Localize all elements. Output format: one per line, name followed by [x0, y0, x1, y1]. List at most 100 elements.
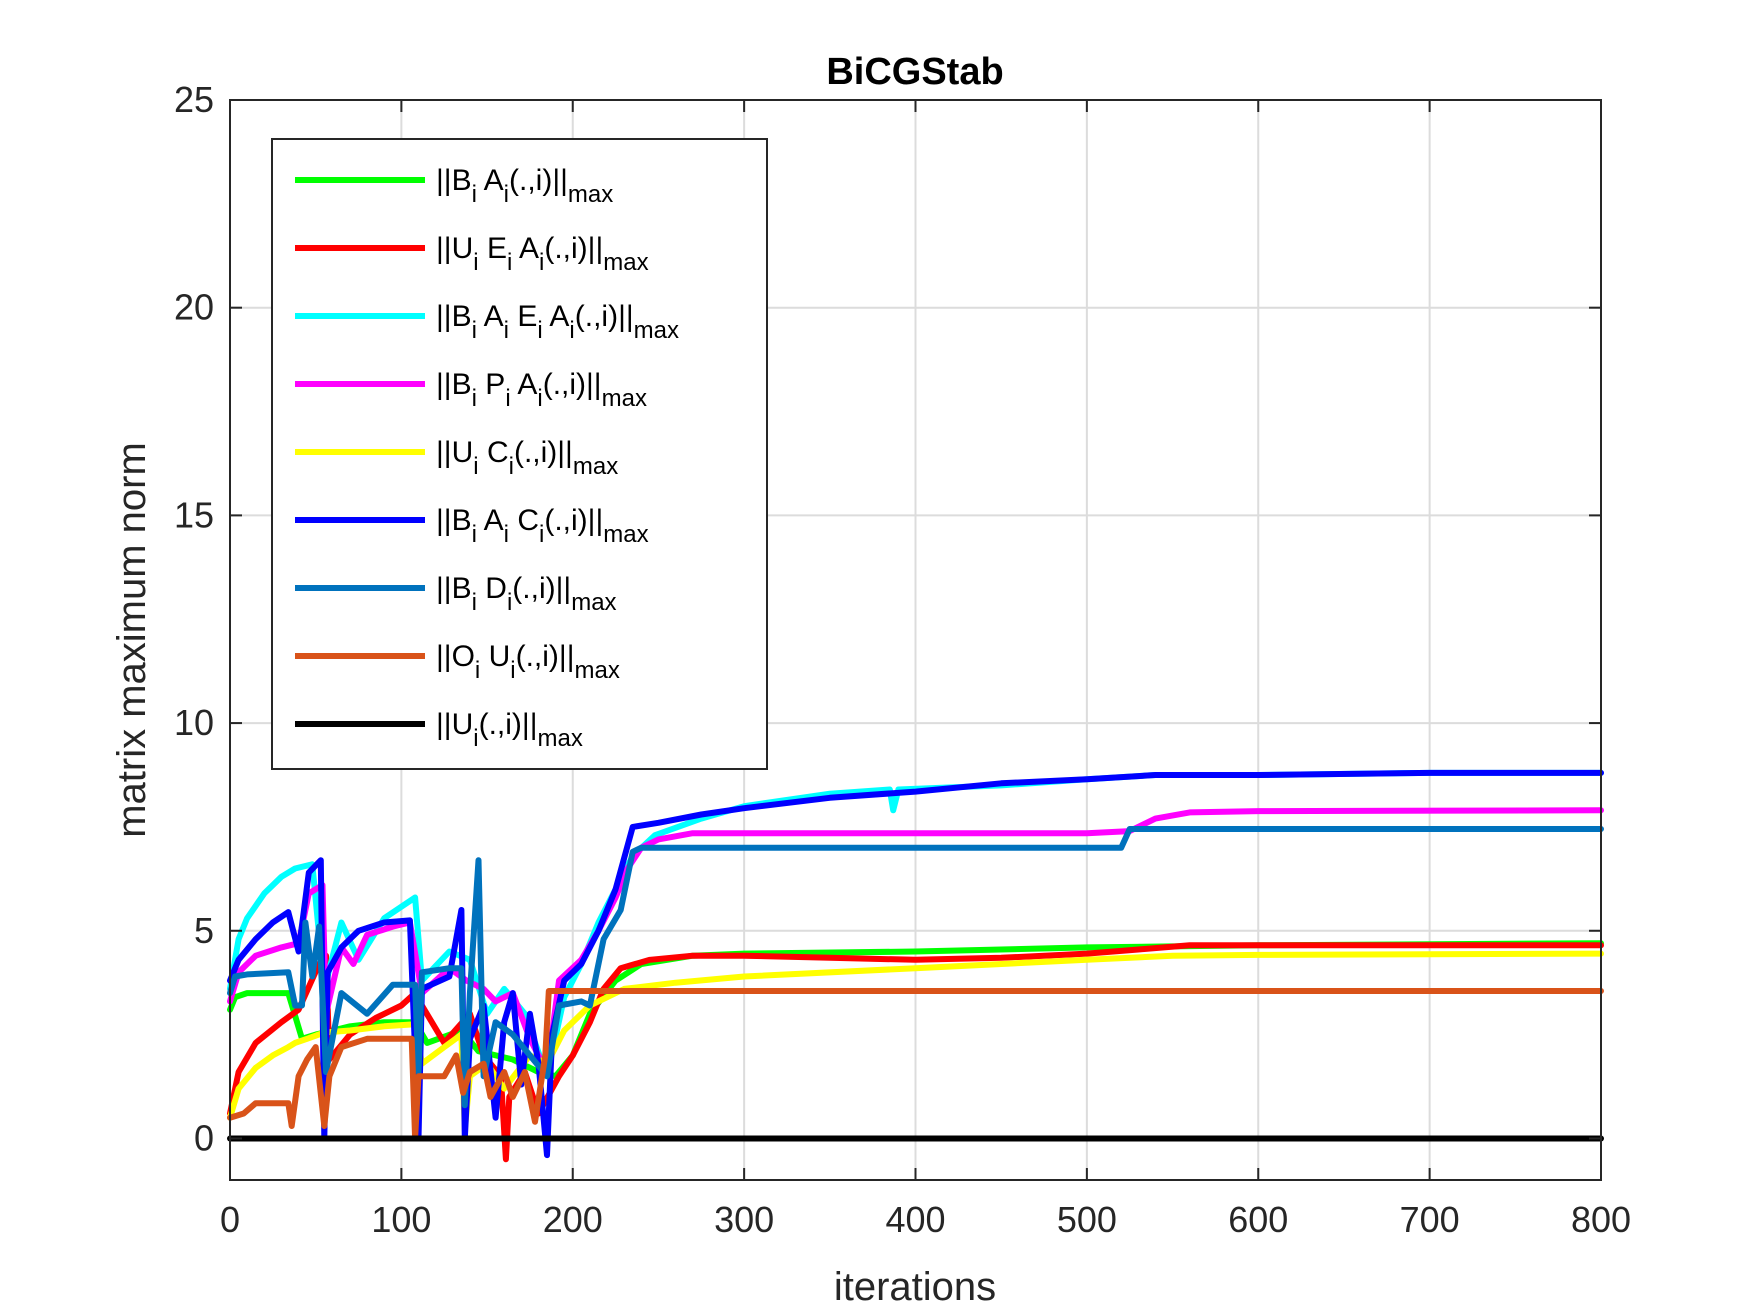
- legend-item: ||Bi Pi Ai(.,i)||max: [295, 368, 647, 412]
- legend-text: ||U: [436, 708, 473, 741]
- legend-text: P: [477, 368, 505, 401]
- legend-text: ||B: [436, 504, 472, 537]
- legend-text: ||U: [436, 436, 473, 469]
- legend-subscript: max: [573, 453, 618, 480]
- legend-subscript: i: [507, 589, 512, 616]
- series-layer: [227, 769, 1604, 1163]
- legend-subscript: max: [603, 521, 648, 548]
- legend-subscript: max: [538, 725, 583, 752]
- legend: ||Bi Ai(.,i)||max||Ui Ei Ai(.,i)||max||B…: [271, 138, 768, 770]
- legend-text: A: [477, 504, 504, 537]
- legend-subscript: i: [472, 181, 477, 208]
- y-tick-label: 5: [194, 910, 214, 951]
- legend-subscript: i: [507, 249, 512, 276]
- x-tick-label: 300: [714, 1199, 774, 1240]
- legend-subscript: i: [504, 181, 509, 208]
- legend-item: ||Oi Ui(.,i)||max: [295, 640, 620, 684]
- legend-label: ||Bi Ai Ei Ai(.,i)||max: [436, 300, 679, 344]
- legend-text: (.,i)||: [516, 640, 575, 673]
- legend-item: ||Ui Ei Ai(.,i)||max: [295, 232, 649, 276]
- x-tick-label: 600: [1228, 1199, 1288, 1240]
- legend-item: ||Ui(.,i)||max: [295, 708, 583, 752]
- legend-subscript: i: [539, 249, 544, 276]
- series-line-8: [227, 988, 1604, 1142]
- legend-text: (.,i)||: [543, 368, 602, 401]
- legend-label: ||Bi Pi Ai(.,i)||max: [436, 368, 647, 412]
- legend-text: ||B: [436, 300, 472, 333]
- legend-subscript: max: [568, 181, 613, 208]
- legend-text: A: [543, 300, 570, 333]
- x-tick-label: 400: [885, 1199, 945, 1240]
- legend-subscript: max: [571, 589, 616, 616]
- x-tick-label: 700: [1400, 1199, 1460, 1240]
- legend-subscript: i: [537, 385, 542, 412]
- legend-text: A: [477, 164, 504, 197]
- legend-text: A: [511, 368, 538, 401]
- y-axis-title: matrix maximum norm: [110, 442, 154, 838]
- x-tick-label: 200: [543, 1199, 603, 1240]
- legend-subscript: i: [472, 589, 477, 616]
- legend-text: (.,i)||: [512, 572, 571, 605]
- legend-text: (.,i)||: [479, 708, 538, 741]
- legend-text: ||B: [436, 368, 472, 401]
- legend-text: E: [479, 232, 507, 265]
- legend-label: ||Bi Ai Ci(.,i)||max: [436, 504, 649, 548]
- legend-label: ||Ui Ci(.,i)||max: [436, 436, 618, 480]
- legend-subscript: i: [472, 317, 477, 344]
- legend-subscript: max: [575, 657, 620, 684]
- legend-text: C: [479, 436, 509, 469]
- legend-subscript: i: [509, 453, 514, 480]
- legend-text: ||B: [436, 164, 472, 197]
- series-line-7: [227, 826, 1604, 1109]
- legend-text: (.,i)||: [514, 436, 573, 469]
- legend-item: ||Bi Ai Ci(.,i)||max: [295, 504, 649, 548]
- legend-text: C: [509, 504, 539, 537]
- legend-label: ||Bi Di(.,i)||max: [436, 572, 617, 616]
- legend-subscript: i: [472, 521, 477, 548]
- x-tick-label: 500: [1057, 1199, 1117, 1240]
- y-tick-label: 10: [174, 702, 214, 743]
- legend-text: ||B: [436, 572, 472, 605]
- legend-subscript: max: [634, 317, 679, 344]
- legend-label: ||Bi Ai(.,i)||max: [436, 164, 613, 208]
- legend-subscript: i: [504, 521, 509, 548]
- legend-text: (.,i)||: [575, 300, 634, 333]
- legend-text: ||O: [436, 640, 475, 673]
- x-tick-label: 800: [1571, 1199, 1631, 1240]
- legend-subscript: i: [473, 249, 478, 276]
- legend-subscript: i: [569, 317, 574, 344]
- legend-subscript: i: [475, 657, 480, 684]
- legend-item: ||Bi Ai Ei Ai(.,i)||max: [295, 300, 679, 344]
- y-tick-label: 0: [194, 1117, 214, 1158]
- legend-text: (.,i)||: [544, 504, 603, 537]
- legend-text: A: [477, 300, 504, 333]
- legend-subscript: i: [504, 317, 509, 344]
- legend-text: E: [509, 300, 537, 333]
- legend-text: (.,i)||: [544, 232, 603, 265]
- legend-subscript: i: [505, 385, 510, 412]
- legend-text: U: [480, 640, 510, 673]
- legend-item: ||Ui Ci(.,i)||max: [295, 436, 618, 480]
- legend-subscript: i: [473, 453, 478, 480]
- legend-label: ||Oi Ui(.,i)||max: [436, 640, 620, 684]
- legend-label: ||Ui Ei Ai(.,i)||max: [436, 232, 649, 276]
- x-tick-label: 0: [220, 1199, 240, 1240]
- ticks: 0 100 200 300 400 500 600 700 800 0 5 10 15 20 25: [174, 79, 1631, 1240]
- y-tick-label: 25: [174, 79, 214, 120]
- legend-subscript: i: [510, 657, 515, 684]
- legend-text: ||U: [436, 232, 473, 265]
- x-axis-title: iterations: [834, 1265, 996, 1309]
- y-tick-label: 20: [174, 287, 214, 328]
- legend-item: ||Bi Di(.,i)||max: [295, 572, 617, 616]
- legend-subscript: i: [472, 385, 477, 412]
- y-tick-label: 15: [174, 494, 214, 535]
- legend-text: A: [512, 232, 539, 265]
- legend-label: ||Ui(.,i)||max: [436, 708, 583, 752]
- legend-text: (.,i)||: [509, 164, 568, 197]
- legend-subscript: max: [603, 249, 648, 276]
- legend-subscript: i: [537, 317, 542, 344]
- legend-text: D: [477, 572, 507, 605]
- x-tick-label: 100: [371, 1199, 431, 1240]
- legend-item: ||Bi Ai(.,i)||max: [295, 164, 613, 208]
